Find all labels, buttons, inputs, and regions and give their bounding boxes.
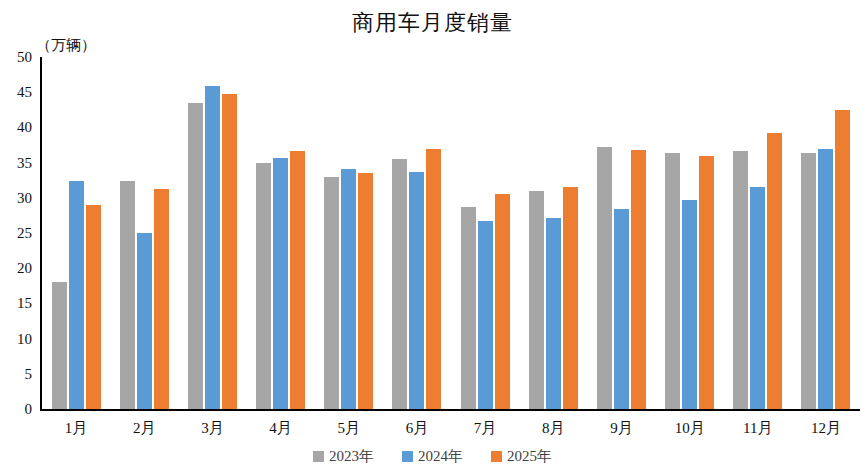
bar-group-2月 [110,57,178,409]
bars-row [42,57,860,409]
bar-2024年-4月 [273,158,288,409]
y-tick-5: 5 [0,366,32,381]
bar-2025年-9月 [631,150,646,409]
bar-2024年-8月 [546,218,561,409]
y-tick-20: 20 [0,261,32,276]
x-tick-8月: 8月 [519,419,587,438]
y-tick-10: 10 [0,331,32,346]
bar-group-10月 [656,57,724,409]
y-tick-25: 25 [0,226,32,241]
y-tick-15: 15 [0,296,32,311]
bar-2023年-9月 [597,147,612,409]
bar-2023年-7月 [461,207,476,409]
legend-label: 2023年 [329,447,374,466]
bar-2023年-1月 [52,282,67,409]
x-tick-12月: 12月 [792,419,860,438]
y-tick-30: 30 [0,190,32,205]
bar-2023年-10月 [665,153,680,409]
bar-group-1月 [42,57,110,409]
x-tick-9月: 9月 [587,419,655,438]
bar-2025年-10月 [699,156,714,409]
bar-group-5月 [315,57,383,409]
chart-canvas: 商用车月度销量 （万辆） 0 5 10 15 20 25 30 35 40 45 50 1月2月3月… [0,0,865,474]
x-tick-6月: 6月 [383,419,451,438]
y-tick-50: 50 [0,50,32,65]
bar-2024年-6月 [409,172,424,409]
legend-item-2024年: 2024年 [402,447,463,466]
bar-2023年-5月 [324,177,339,409]
legend: 2023年 2024年 2025年 [0,447,865,466]
legend-item-2025年: 2025年 [491,447,552,466]
x-tick-7月: 7月 [451,419,519,438]
bar-2025年-5月 [358,173,373,409]
y-axis: 05101520253035404550 [0,57,32,409]
bar-group-9月 [587,57,655,409]
bar-2025年-1月 [86,205,101,409]
bar-group-4月 [247,57,315,409]
bar-group-11月 [724,57,792,409]
bar-2024年-2月 [137,233,152,409]
bar-2023年-12月 [801,153,816,409]
bar-2024年-3月 [205,86,220,409]
x-tick-11月: 11月 [724,419,792,438]
legend-label: 2024年 [418,447,463,466]
y-tick-45: 45 [0,85,32,100]
chart-title: 商用车月度销量 [0,8,865,38]
bar-2023年-4月 [256,163,271,409]
y-tick-0: 0 [0,402,32,417]
bar-2023年-11月 [733,151,748,409]
bar-2025年-7月 [495,194,510,409]
bar-2025年-4月 [290,151,305,409]
bar-2025年-11月 [767,133,782,409]
y-tick-40: 40 [0,120,32,135]
legend-swatch-icon [491,451,502,462]
bar-2025年-8月 [563,187,578,409]
bar-group-7月 [451,57,519,409]
bar-2024年-7月 [478,221,493,409]
bar-2025年-12月 [835,110,850,409]
bar-group-12月 [792,57,860,409]
x-tick-10月: 10月 [656,419,724,438]
y-tick-35: 35 [0,155,32,170]
legend-swatch-icon [313,451,324,462]
bar-2024年-12月 [818,149,833,409]
bar-2023年-2月 [120,181,135,409]
x-tick-3月: 3月 [178,419,246,438]
bar-group-3月 [178,57,246,409]
x-tick-4月: 4月 [247,419,315,438]
bar-2025年-3月 [222,94,237,409]
bar-2025年-6月 [426,149,441,409]
bar-2024年-5月 [341,169,356,409]
plot-area [40,57,860,411]
x-tick-5月: 5月 [315,419,383,438]
bar-2024年-11月 [750,187,765,409]
bar-2024年-9月 [614,209,629,409]
bar-2023年-8月 [529,191,544,409]
bar-2024年-1月 [69,181,84,409]
legend-item-2023年: 2023年 [313,447,374,466]
bar-2024年-10月 [682,200,697,409]
bar-2025年-2月 [154,189,169,409]
x-tick-2月: 2月 [110,419,178,438]
x-axis: 1月2月3月4月5月6月7月8月9月10月11月12月 [42,419,860,438]
bar-group-6月 [383,57,451,409]
bar-2023年-3月 [188,103,203,409]
y-axis-unit-label: （万辆） [36,36,96,55]
bar-group-8月 [519,57,587,409]
legend-swatch-icon [402,451,413,462]
bar-2023年-6月 [392,159,407,409]
x-tick-1月: 1月 [42,419,110,438]
legend-label: 2025年 [507,447,552,466]
